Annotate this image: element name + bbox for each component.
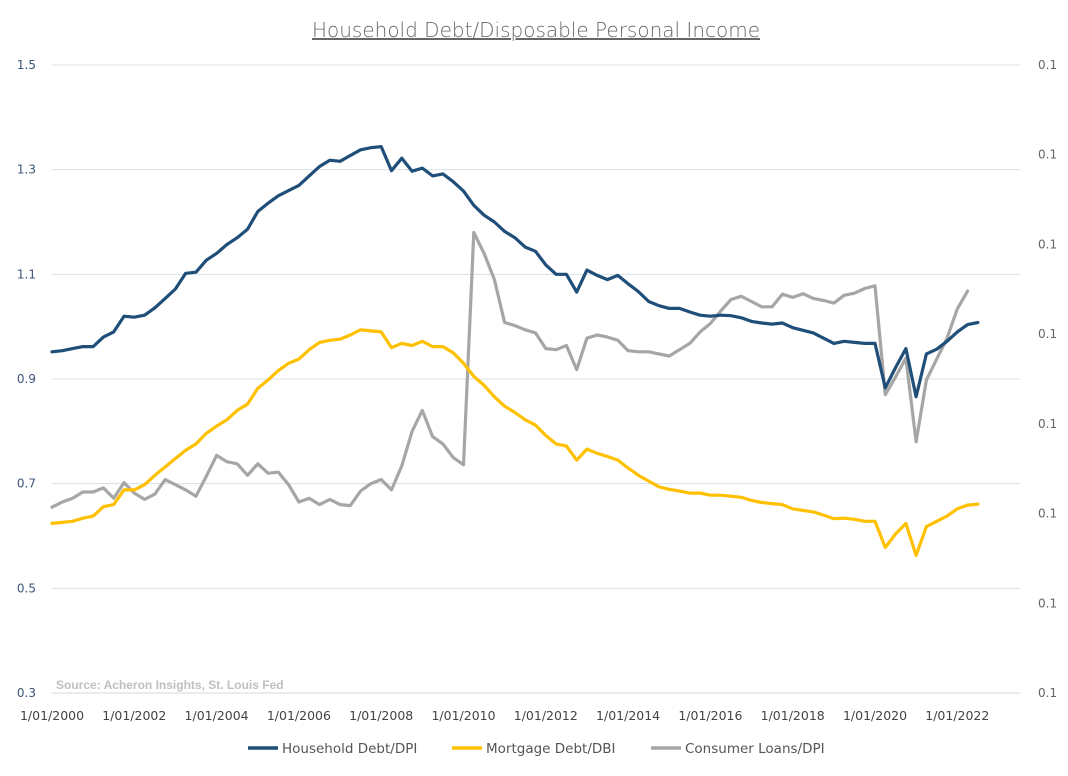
x-tick-label: 1/01/2016 — [678, 708, 742, 723]
right-tick-label: 0.1 — [1038, 417, 1057, 431]
right-tick-label: 0.1 — [1038, 327, 1057, 341]
legend: Household Debt/DPI Mortgage Debt/DBI Consu… — [248, 741, 825, 757]
right-tick-label: 0.1 — [1038, 596, 1057, 610]
x-tick-label: 1/01/2018 — [761, 708, 825, 723]
x-tick-label: 1/01/2000 — [20, 708, 84, 723]
x-tick-label: 1/01/2020 — [843, 708, 907, 723]
y-tick-label: 0.3 — [17, 686, 36, 700]
right-tick-label: 0.1 — [1038, 58, 1057, 72]
y-tick-label: 1.3 — [17, 163, 36, 177]
series-lines — [50, 145, 980, 557]
gridlines — [52, 64, 1020, 694]
legend-label: Consumer Loans/DPI — [685, 741, 825, 757]
y-tick-label: 1.5 — [17, 58, 36, 72]
legend-label: Household Debt/DPI — [282, 741, 417, 757]
x-tick-label: 1/01/2022 — [925, 708, 989, 723]
series-line-2 — [50, 230, 970, 509]
right-axis-ticks: 0.1 0.1 0.1 0.1 0.1 0.1 0.1 0.1 — [1038, 58, 1057, 700]
y-tick-label: 1.1 — [17, 267, 36, 281]
x-tick-label: 1/01/2010 — [431, 708, 495, 723]
right-tick-label: 0.1 — [1038, 237, 1057, 251]
chart-title: Household Debt/Disposable Personal Incom… — [312, 18, 760, 42]
series-line-0 — [50, 145, 980, 399]
y-tick-label: 0.9 — [17, 372, 36, 386]
left-axis-ticks: 0.3 0.5 0.7 0.9 1.1 1.3 1.5 — [17, 58, 36, 700]
x-tick-label: 1/01/2014 — [596, 708, 660, 723]
x-axis-ticks: 1/01/2000 1/01/2002 1/01/2004 1/01/2006 1/01… — [20, 708, 989, 723]
right-tick-label: 0.1 — [1038, 148, 1057, 162]
x-tick-label: 1/01/2012 — [514, 708, 578, 723]
x-tick-label: 1/01/2004 — [185, 708, 249, 723]
x-tick-label: 1/01/2002 — [102, 708, 166, 723]
legend-label: Mortgage Debt/DBI — [486, 741, 616, 757]
x-tick-label: 1/01/2006 — [267, 708, 331, 723]
right-tick-label: 0.1 — [1038, 507, 1057, 521]
source-note: Source: Acheron Insights, St. Louis Fed — [56, 678, 284, 692]
series-line-1 — [50, 328, 980, 557]
y-tick-label: 0.5 — [17, 581, 36, 595]
right-tick-label: 0.1 — [1038, 686, 1057, 700]
y-tick-label: 0.7 — [17, 477, 36, 491]
x-tick-label: 1/01/2008 — [349, 708, 413, 723]
